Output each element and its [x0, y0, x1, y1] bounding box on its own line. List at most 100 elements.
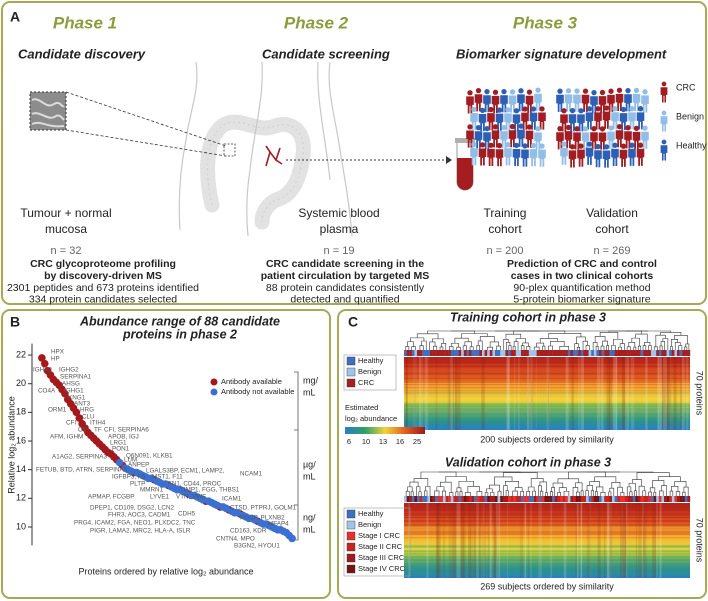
class-cell: [497, 496, 501, 502]
class-cell: [562, 496, 566, 502]
dendrogram: [631, 337, 640, 347]
heatmap-row: [404, 571, 690, 573]
summary-bold: CRC candidate screening in the: [266, 258, 424, 270]
heatmap-row: [404, 424, 690, 426]
class-cell: [461, 496, 464, 502]
heatmap-row: [404, 550, 690, 552]
dendrogram: [626, 346, 631, 350]
person-body: [641, 131, 649, 149]
person-body: [632, 94, 641, 112]
class-cell: [466, 496, 470, 502]
heatmap-column: [627, 357, 629, 430]
person: [660, 139, 668, 161]
dendrogram: [506, 341, 511, 350]
y-axis-label: Relative log₂ abundance: [6, 396, 16, 494]
dendrogram: [436, 486, 445, 492]
heatmap-column: [620, 503, 623, 578]
legend-label: Healthy: [676, 140, 707, 150]
class-cell: [474, 350, 477, 356]
heatmap-column: [435, 503, 439, 578]
data-point: [288, 534, 296, 543]
heatmap-column: [601, 357, 604, 430]
dendrogram: [449, 346, 454, 350]
class-cell: [541, 496, 545, 502]
data-point: [250, 516, 259, 524]
heatmap-row: [404, 386, 690, 388]
cohort-label: Training: [484, 206, 527, 220]
person-body: [619, 149, 628, 167]
dendrogram: [416, 486, 421, 496]
class-cell: [450, 350, 454, 356]
class-cell: [609, 350, 613, 356]
dendrogram: [557, 492, 561, 496]
class-cell: [411, 350, 415, 356]
class-cell: [427, 496, 431, 502]
heatmap-column: [527, 503, 529, 578]
class-cell: [606, 496, 610, 502]
dendrogram: [476, 491, 483, 496]
person-head: [467, 90, 473, 96]
person-head: [661, 81, 667, 87]
unit-label: mL: [303, 524, 316, 534]
person-head: [625, 125, 631, 131]
person-head: [471, 141, 477, 148]
person-head: [526, 124, 533, 130]
class-cell: [484, 496, 488, 502]
dendrogram: [563, 490, 570, 496]
heatmap-column: [418, 357, 421, 430]
class-cell: [417, 496, 420, 502]
person: [594, 143, 602, 168]
dendrogram: [484, 492, 489, 496]
person-head: [569, 108, 576, 114]
protein-label: ICAM1: [222, 496, 242, 503]
heatmap-row: [404, 506, 690, 508]
person-body: [500, 95, 508, 113]
legend-swatch: [346, 367, 356, 377]
class-cell: [591, 350, 594, 356]
heatmap-column: [527, 357, 529, 430]
class-cell: [674, 496, 678, 502]
dendrogram: [592, 342, 598, 350]
class-cell: [679, 496, 683, 502]
heatmap-row: [404, 390, 690, 392]
class-cell: [419, 496, 423, 502]
colorbar-tick-label: 25: [413, 437, 421, 446]
class-cell: [547, 496, 550, 502]
class-cell: [417, 350, 420, 356]
heatmap-row: [404, 362, 690, 364]
heatmap-column: [563, 503, 567, 578]
data-point: [161, 480, 170, 488]
class-cell: [586, 496, 589, 502]
class-cell: [671, 496, 675, 502]
protein-label: MMRN1: [140, 487, 164, 494]
dendrogram: [526, 490, 531, 496]
dendrogram: [502, 472, 538, 479]
heatmap-column: [571, 357, 574, 430]
heatmap-column: [685, 357, 689, 430]
chart-title: Abundance range of 88 candidate: [79, 314, 280, 328]
dendrogram: [513, 341, 519, 350]
class-cell: [578, 350, 581, 356]
person: [585, 106, 594, 130]
heatmap-row: [404, 509, 690, 511]
person: [529, 142, 538, 167]
heatmap-column: [476, 503, 480, 578]
heatmap-column: [519, 503, 523, 578]
heatmap-column: [507, 503, 509, 578]
sample-label: Systemic blood: [298, 206, 379, 220]
summary-bold: Prediction of CRC and control: [507, 258, 657, 270]
class-cell: [523, 350, 527, 356]
heatmap-row: [404, 417, 690, 419]
person-head: [629, 106, 635, 112]
class-cell: [614, 496, 618, 502]
class-cell: [560, 496, 563, 502]
dendrogram: [659, 490, 664, 496]
heatmap-row: [404, 556, 690, 558]
person-body: [470, 148, 478, 166]
dendrogram: [648, 345, 652, 350]
heatmap-column: [630, 357, 635, 430]
class-cell: [638, 496, 641, 502]
dendrogram: [589, 481, 600, 487]
